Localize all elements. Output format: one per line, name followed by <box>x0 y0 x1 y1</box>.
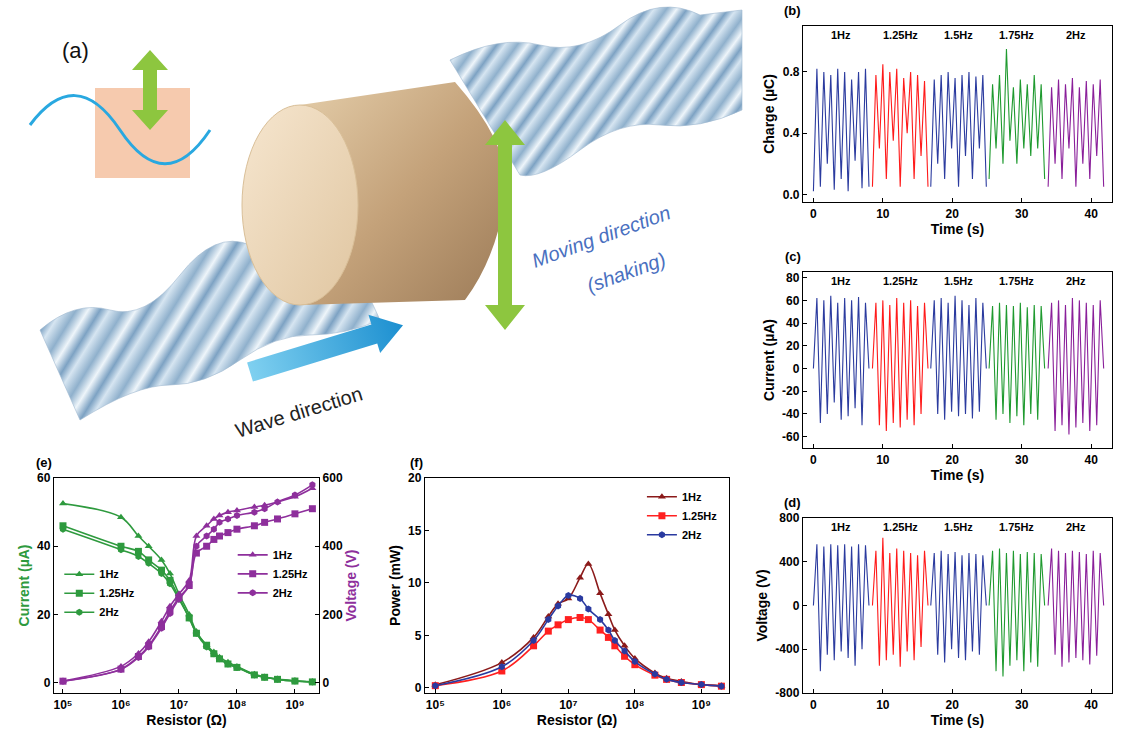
svg-text:0.8: 0.8 <box>783 65 800 79</box>
svg-text:20: 20 <box>37 608 51 622</box>
svg-text:10: 10 <box>876 698 890 712</box>
svg-text:1Hz: 1Hz <box>682 491 702 503</box>
svg-text:(e): (e) <box>36 455 52 470</box>
svg-text:10⁸: 10⁸ <box>625 698 644 712</box>
svg-text:10⁷: 10⁷ <box>559 698 577 712</box>
svg-text:2Hz: 2Hz <box>1066 275 1086 287</box>
svg-text:(d): (d) <box>784 495 801 510</box>
svg-text:1.25Hz: 1.25Hz <box>883 521 918 533</box>
svg-text:0: 0 <box>810 453 817 467</box>
svg-text:30: 30 <box>1015 453 1029 467</box>
svg-text:(c): (c) <box>785 249 801 264</box>
svg-text:20: 20 <box>786 339 800 353</box>
svg-text:40: 40 <box>37 539 51 553</box>
svg-text:Time (s): Time (s) <box>931 712 984 728</box>
svg-text:-40: -40 <box>782 407 800 421</box>
svg-text:(f): (f) <box>410 455 423 470</box>
svg-text:Voltage (V): Voltage (V) <box>343 549 359 621</box>
svg-text:10: 10 <box>876 453 890 467</box>
svg-text:10: 10 <box>876 207 890 221</box>
svg-text:40: 40 <box>1084 698 1098 712</box>
svg-text:0: 0 <box>793 362 800 376</box>
svg-text:1.75Hz: 1.75Hz <box>999 275 1034 287</box>
svg-text:600: 600 <box>323 471 343 485</box>
svg-text:1.75Hz: 1.75Hz <box>999 521 1034 533</box>
svg-text:Moving direction: Moving direction <box>528 201 674 272</box>
svg-text:10: 10 <box>408 576 422 590</box>
svg-text:20: 20 <box>408 471 422 485</box>
svg-text:5: 5 <box>415 629 422 643</box>
svg-text:1.25Hz: 1.25Hz <box>99 587 134 599</box>
svg-text:400: 400 <box>323 539 343 553</box>
svg-text:0: 0 <box>810 698 817 712</box>
svg-text:0: 0 <box>44 676 51 690</box>
svg-text:2Hz: 2Hz <box>682 529 702 541</box>
svg-text:60: 60 <box>786 294 800 308</box>
svg-text:(shaking): (shaking) <box>584 248 669 297</box>
svg-text:Wave direction: Wave direction <box>233 382 365 441</box>
svg-text:10⁷: 10⁷ <box>170 698 188 712</box>
svg-text:Current (µA): Current (µA) <box>16 545 32 627</box>
svg-text:Resistor (Ω): Resistor (Ω) <box>146 712 226 728</box>
svg-text:Voltage (V): Voltage (V) <box>754 569 770 641</box>
svg-text:10⁹: 10⁹ <box>285 698 304 712</box>
svg-text:20: 20 <box>946 698 960 712</box>
svg-text:20: 20 <box>946 453 960 467</box>
svg-text:0: 0 <box>810 207 817 221</box>
svg-text:-20: -20 <box>782 384 800 398</box>
svg-text:60: 60 <box>37 471 51 485</box>
svg-text:Resistor (Ω): Resistor (Ω) <box>537 712 617 728</box>
svg-text:0: 0 <box>323 676 330 690</box>
svg-text:1.5Hz: 1.5Hz <box>944 521 973 533</box>
svg-text:200: 200 <box>323 608 343 622</box>
svg-text:10⁶: 10⁶ <box>112 698 131 712</box>
svg-text:(b): (b) <box>784 3 801 18</box>
svg-text:1.25Hz: 1.25Hz <box>682 510 717 522</box>
svg-text:10⁵: 10⁵ <box>426 698 445 712</box>
svg-text:0.4: 0.4 <box>783 126 800 140</box>
svg-text:1Hz: 1Hz <box>831 29 851 41</box>
svg-text:1.25Hz: 1.25Hz <box>273 568 308 580</box>
svg-text:1.5Hz: 1.5Hz <box>944 275 973 287</box>
svg-text:30: 30 <box>1015 698 1029 712</box>
svg-text:2Hz: 2Hz <box>1066 29 1086 41</box>
svg-text:30: 30 <box>1015 207 1029 221</box>
svg-text:20: 20 <box>946 207 960 221</box>
svg-text:Charge (µC): Charge (µC) <box>761 74 777 154</box>
svg-text:2Hz: 2Hz <box>99 606 119 618</box>
svg-text:40: 40 <box>1084 453 1098 467</box>
svg-text:1Hz: 1Hz <box>273 549 293 561</box>
svg-text:0: 0 <box>415 681 422 695</box>
svg-text:-800: -800 <box>775 686 799 700</box>
svg-text:Time (s): Time (s) <box>931 221 984 237</box>
svg-text:1.25Hz: 1.25Hz <box>883 275 918 287</box>
svg-text:10⁶: 10⁶ <box>492 698 511 712</box>
svg-text:40: 40 <box>786 316 800 330</box>
svg-text:-60: -60 <box>782 430 800 444</box>
svg-text:80: 80 <box>786 271 800 285</box>
svg-text:800: 800 <box>779 511 799 525</box>
svg-text:1.75Hz: 1.75Hz <box>999 29 1034 41</box>
svg-text:40: 40 <box>1084 207 1098 221</box>
svg-text:2Hz: 2Hz <box>1066 521 1086 533</box>
svg-text:1.5Hz: 1.5Hz <box>944 29 973 41</box>
svg-text:1Hz: 1Hz <box>831 275 851 287</box>
svg-text:0.0: 0.0 <box>783 188 800 202</box>
svg-text:15: 15 <box>408 524 422 538</box>
svg-text:Current (µA): Current (µA) <box>761 319 777 401</box>
svg-text:1Hz: 1Hz <box>99 568 119 580</box>
svg-text:Power (mW): Power (mW) <box>387 545 403 626</box>
svg-text:-400: -400 <box>775 642 799 656</box>
svg-text:1.25Hz: 1.25Hz <box>883 29 918 41</box>
svg-text:0: 0 <box>793 599 800 613</box>
svg-text:(a): (a) <box>62 38 89 63</box>
svg-text:10⁵: 10⁵ <box>53 698 72 712</box>
svg-text:10⁸: 10⁸ <box>227 698 246 712</box>
svg-text:2Hz: 2Hz <box>273 587 293 599</box>
svg-text:400: 400 <box>779 555 799 569</box>
svg-text:1Hz: 1Hz <box>831 521 851 533</box>
svg-text:10⁹: 10⁹ <box>692 698 711 712</box>
svg-text:Time (s): Time (s) <box>931 467 984 483</box>
